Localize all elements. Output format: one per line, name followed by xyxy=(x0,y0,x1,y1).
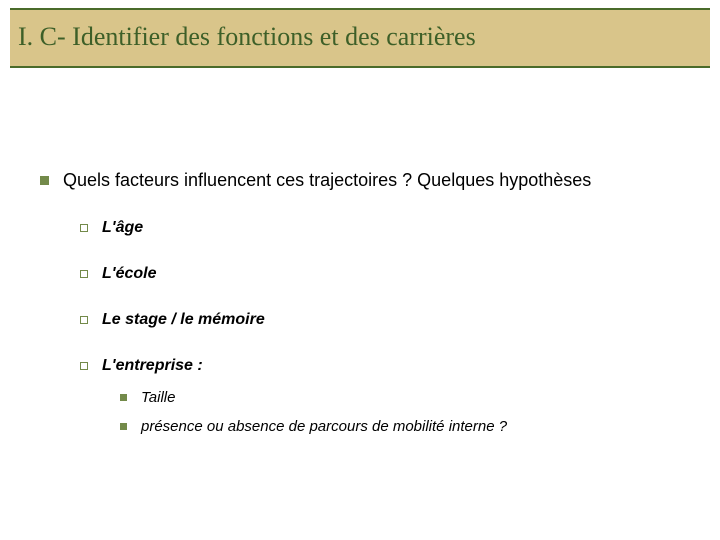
bullet-lvl2: Le stage / le mémoire xyxy=(80,311,690,329)
bullet-lvl3: Taille xyxy=(120,389,690,406)
bullet-lvl2: L'école xyxy=(80,265,690,283)
open-square-bullet-icon xyxy=(80,362,88,370)
open-square-bullet-icon xyxy=(80,316,88,324)
square-bullet-icon xyxy=(40,176,49,185)
bullet-lvl2: L'entreprise : xyxy=(80,357,690,375)
bullet-lvl2: L'âge xyxy=(80,219,690,237)
open-square-bullet-icon xyxy=(80,270,88,278)
slide: I. C- Identifier des fonctions et des ca… xyxy=(0,0,720,540)
title-band: I. C- Identifier des fonctions et des ca… xyxy=(10,8,710,68)
lvl2-text: L'âge xyxy=(102,219,143,237)
lvl3-text: Taille xyxy=(141,389,175,406)
open-square-bullet-icon xyxy=(80,224,88,232)
small-square-bullet-icon xyxy=(120,394,127,401)
lvl2-text: L'entreprise : xyxy=(102,357,203,375)
lvl1-text: Quels facteurs influencent ces trajectoi… xyxy=(63,170,591,191)
lvl2-text: Le stage / le mémoire xyxy=(102,311,265,329)
slide-body: Quels facteurs influencent ces trajectoi… xyxy=(40,170,690,435)
bullet-lvl1: Quels facteurs influencent ces trajectoi… xyxy=(40,170,690,191)
slide-title: I. C- Identifier des fonctions et des ca… xyxy=(18,22,702,52)
lvl2-text: L'école xyxy=(102,265,157,283)
bullet-lvl3: présence ou absence de parcours de mobil… xyxy=(120,418,690,435)
small-square-bullet-icon xyxy=(120,423,127,430)
lvl3-text: présence ou absence de parcours de mobil… xyxy=(141,418,507,435)
